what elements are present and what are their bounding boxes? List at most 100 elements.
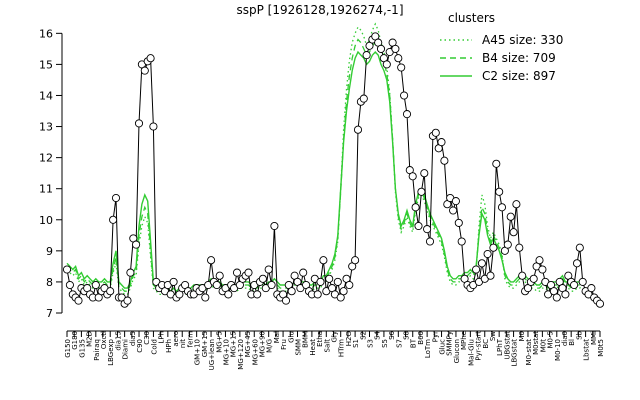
x-tick-label: S1 bbox=[352, 339, 360, 348]
data-point bbox=[454, 218, 463, 227]
data-point bbox=[382, 60, 391, 69]
data-point bbox=[281, 296, 291, 305]
x-tick-label: dia15 bbox=[114, 331, 122, 351]
x-tick-label: M0 bbox=[518, 331, 526, 342]
data-point bbox=[515, 243, 524, 252]
x-tick-label: Salt bbox=[323, 339, 331, 353]
x-tick-label: M0stat bbox=[532, 331, 540, 355]
x-tick-label: ferm bbox=[186, 331, 194, 348]
x-tick-label: HPh bbox=[165, 339, 173, 353]
x-tick-label: Gly bbox=[331, 331, 339, 343]
x-tick-label: Bl bbox=[568, 339, 576, 346]
x-tick-label: M0-10 bbox=[554, 339, 562, 361]
x-tick-label: SMMPy bbox=[446, 331, 454, 356]
legend-entry-label: C2 size: 897 bbox=[482, 69, 556, 83]
x-tick-label: Pairaq bbox=[93, 339, 101, 361]
cluster-line-solid bbox=[66, 50, 584, 293]
x-tick-label: G135 bbox=[78, 339, 86, 358]
legend-entry-label: B4 size: 709 bbox=[482, 51, 556, 65]
x-tick-label: MPhe bbox=[460, 331, 468, 350]
chart-title: sspP [1926128,1926274,-1] bbox=[236, 3, 403, 17]
data-point bbox=[518, 271, 527, 280]
data-point bbox=[140, 66, 149, 75]
x-tick-label: Glucon bbox=[453, 339, 461, 363]
x-tick-label: dia0 bbox=[561, 331, 569, 346]
x-tick-label: Fru bbox=[280, 339, 288, 350]
data-point bbox=[425, 237, 435, 246]
y-tick-label: 9 bbox=[46, 245, 53, 258]
data-point bbox=[74, 296, 83, 305]
data-point bbox=[394, 54, 403, 63]
x-tick-label: C30 bbox=[143, 331, 151, 345]
data-point bbox=[414, 221, 423, 231]
x-tick-label: S3 bbox=[367, 339, 375, 348]
x-tick-label: MG+90 bbox=[258, 331, 266, 357]
legend-entry-label: A45 size: 330 bbox=[482, 33, 563, 47]
data-point bbox=[351, 256, 360, 265]
x-tick-label: Glu bbox=[287, 331, 295, 343]
legend-title: clusters bbox=[448, 11, 495, 25]
data-point bbox=[529, 274, 538, 283]
data-point bbox=[264, 265, 273, 274]
x-tick-label: BMM bbox=[302, 331, 310, 348]
data-point bbox=[224, 290, 233, 299]
data-point bbox=[299, 268, 308, 277]
data-point bbox=[132, 240, 141, 249]
data-point bbox=[359, 94, 368, 103]
data-point bbox=[495, 187, 504, 196]
data-point bbox=[423, 225, 432, 234]
x-tick-label: MG+15 bbox=[230, 331, 238, 357]
data-point bbox=[472, 265, 481, 274]
x-tick-label: Heat bbox=[309, 339, 317, 356]
x-tick-label: Oxctl bbox=[100, 331, 108, 349]
x-tick-label: Diami bbox=[122, 339, 130, 359]
data-point bbox=[486, 271, 495, 280]
data-point bbox=[408, 172, 417, 181]
x-tick-label: LPh bbox=[158, 331, 166, 344]
x-tick-label: Sb bbox=[575, 330, 583, 339]
data-point bbox=[578, 277, 587, 286]
data-point bbox=[400, 91, 409, 100]
y-axis: 7 8 9 10 11 12 13 14 15 16 bbox=[39, 27, 63, 320]
data-point bbox=[561, 290, 570, 299]
data-point bbox=[270, 221, 279, 231]
plot-area bbox=[62, 22, 605, 308]
x-tick-label: aero bbox=[172, 331, 180, 347]
data-point bbox=[538, 265, 547, 274]
x-tick-label: M0t5 bbox=[597, 339, 605, 357]
data-point bbox=[146, 54, 155, 63]
data-point bbox=[325, 274, 334, 283]
data-point bbox=[512, 200, 521, 209]
data-point bbox=[232, 268, 242, 277]
data-point bbox=[244, 268, 253, 277]
y-tick-label: 7 bbox=[46, 307, 53, 320]
data-point bbox=[420, 169, 429, 178]
x-tick-label: S5 bbox=[381, 339, 389, 348]
data-point bbox=[503, 240, 512, 249]
x-tick-label: MMi bbox=[590, 331, 598, 345]
x-tick-label: UBGstat bbox=[503, 331, 511, 360]
x-tick-label: MG+10 bbox=[222, 339, 230, 365]
x-tick-label: GM+15 bbox=[201, 331, 209, 357]
x-tick-label: M/G bbox=[266, 339, 274, 353]
data-point bbox=[437, 138, 446, 147]
data-point bbox=[109, 215, 118, 224]
data-point bbox=[123, 296, 132, 305]
x-tick-label: BC bbox=[482, 339, 490, 349]
data-point bbox=[333, 277, 342, 286]
data-point bbox=[253, 290, 262, 299]
y-tick-label: 15 bbox=[39, 58, 53, 71]
data-point bbox=[440, 156, 449, 165]
x-tick-label: Etha bbox=[316, 331, 324, 347]
data-point bbox=[449, 206, 458, 215]
data-point bbox=[111, 193, 121, 203]
x-tick-label: nit bbox=[179, 339, 187, 348]
data-point bbox=[451, 197, 460, 206]
data-point bbox=[402, 110, 412, 119]
cluster-line-dotted bbox=[66, 22, 584, 299]
x-tick-label: SMM bbox=[294, 339, 302, 356]
x-tick-label: Sw bbox=[489, 331, 497, 341]
data-point bbox=[457, 237, 466, 246]
x-tick-label: LBGexp bbox=[107, 338, 115, 365]
